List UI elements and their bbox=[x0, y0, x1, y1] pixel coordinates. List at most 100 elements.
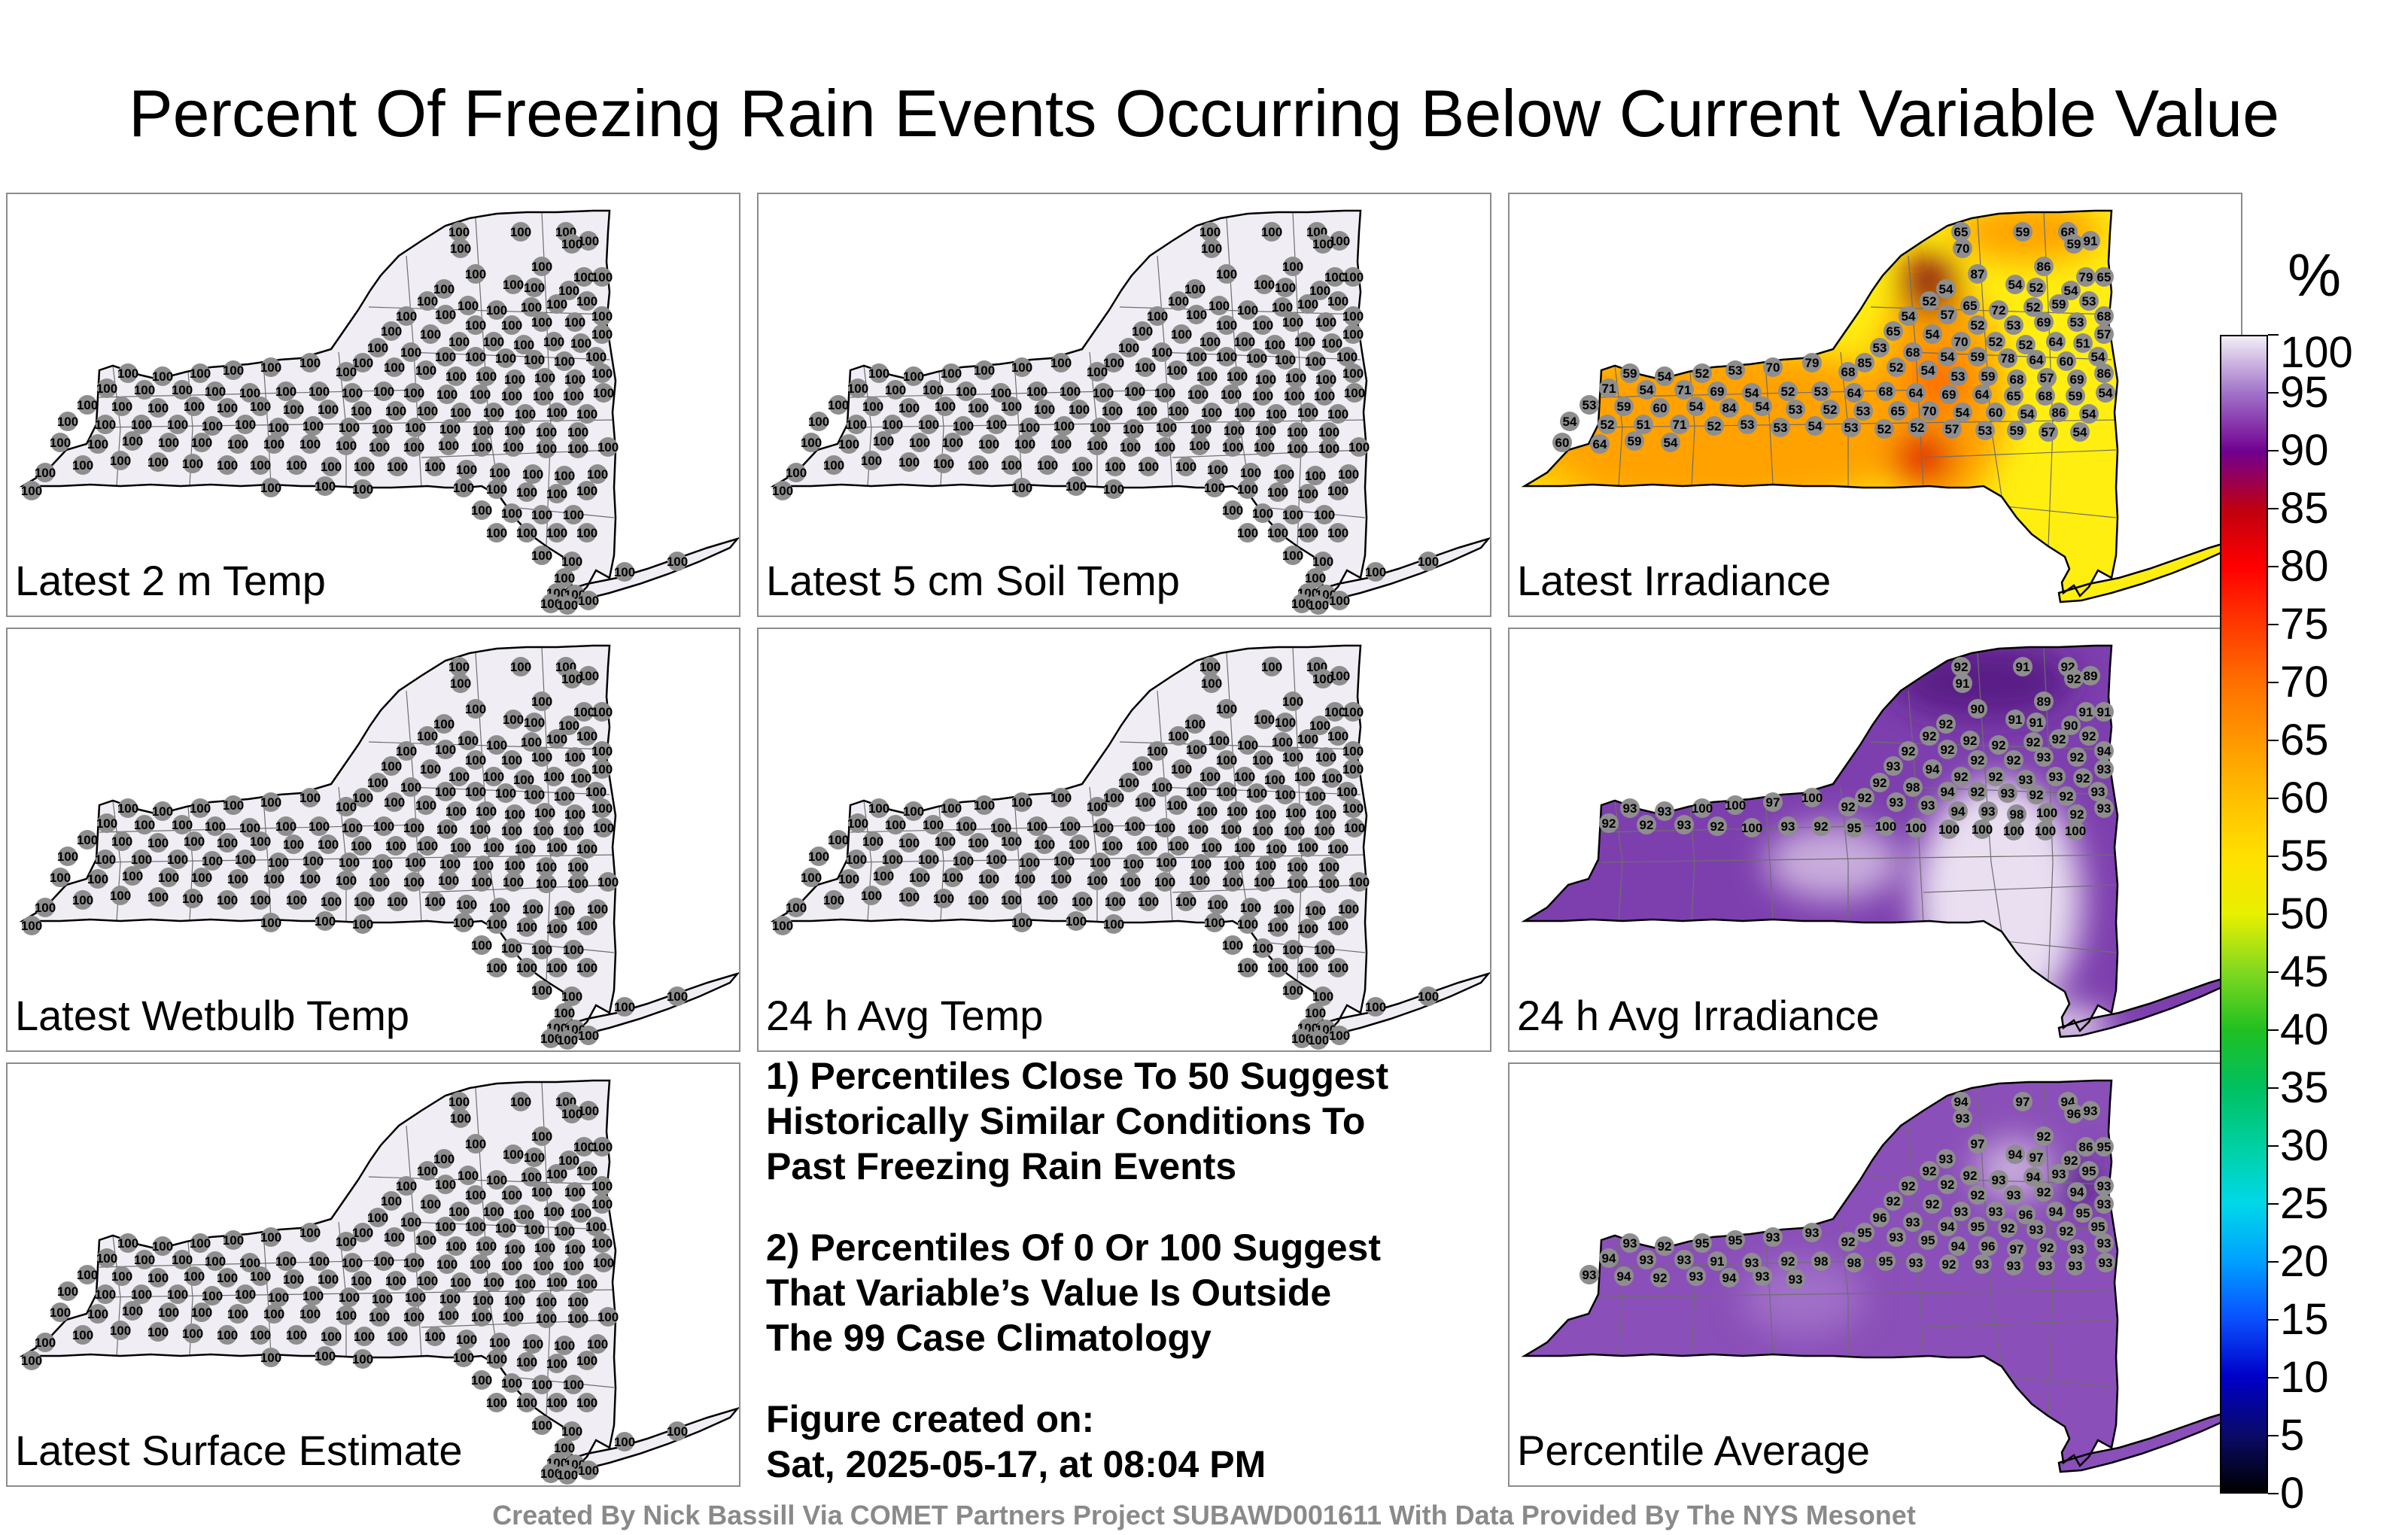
station-marker bbox=[1345, 818, 1364, 837]
station-value: 100 bbox=[1972, 822, 1993, 837]
station-marker bbox=[1906, 818, 1926, 837]
station-value: 100 bbox=[1255, 807, 1276, 822]
station-value: 100 bbox=[1154, 386, 1175, 400]
station-value: 100 bbox=[448, 225, 470, 239]
station-marker bbox=[1253, 938, 1272, 958]
station-marker bbox=[615, 997, 634, 1017]
station-value: 100 bbox=[385, 1274, 406, 1288]
station-marker bbox=[472, 500, 491, 520]
station-value: 100 bbox=[554, 571, 575, 585]
station-value: 100 bbox=[415, 798, 436, 813]
station-marker bbox=[667, 552, 687, 571]
station-marker bbox=[2096, 1253, 2115, 1272]
station-marker bbox=[565, 312, 585, 332]
station-marker bbox=[558, 595, 577, 615]
station-value: 92 bbox=[1926, 1197, 1940, 1211]
station-value: 100 bbox=[1001, 458, 1022, 473]
station-value: 100 bbox=[456, 898, 477, 912]
station-value: 100 bbox=[217, 1328, 238, 1342]
station-marker bbox=[78, 395, 97, 415]
station-value: 100 bbox=[933, 892, 954, 906]
station-marker bbox=[1598, 415, 1617, 434]
station-marker bbox=[1015, 434, 1035, 454]
station-marker bbox=[1285, 821, 1304, 840]
station-value: 100 bbox=[1123, 857, 1144, 871]
station-value: 100 bbox=[303, 419, 324, 433]
station-value: 100 bbox=[591, 762, 613, 777]
station-marker bbox=[979, 869, 999, 889]
station-value: 100 bbox=[250, 400, 271, 414]
station-marker bbox=[1674, 380, 1694, 400]
station-marker bbox=[1923, 324, 1942, 344]
station-value: 94 bbox=[1722, 1271, 1737, 1285]
station-marker bbox=[987, 415, 1006, 434]
station-value: 100 bbox=[576, 407, 597, 421]
colorbar-tick-label: 95 bbox=[2280, 368, 2329, 417]
station-value: 54 bbox=[2064, 284, 2078, 298]
station-value: 93 bbox=[2037, 750, 2051, 764]
station-marker bbox=[418, 1161, 437, 1181]
station-marker bbox=[1418, 552, 1438, 571]
station-marker bbox=[318, 1269, 338, 1289]
station-marker bbox=[1217, 699, 1236, 719]
station-marker bbox=[1620, 798, 1640, 818]
station-value: 100 bbox=[578, 1464, 599, 1478]
station-value: 89 bbox=[2084, 669, 2098, 683]
station-value: 54 bbox=[1563, 415, 1577, 429]
station-value: 92 bbox=[2037, 1129, 2051, 1144]
station-value: 100 bbox=[536, 877, 557, 891]
station-marker bbox=[251, 890, 270, 910]
station-value: 100 bbox=[990, 386, 1011, 400]
station-marker bbox=[503, 710, 523, 729]
station-marker bbox=[1939, 1254, 1959, 1274]
station-marker bbox=[1844, 1253, 1864, 1272]
station-value: 100 bbox=[546, 922, 567, 936]
station-marker bbox=[1298, 729, 1318, 749]
station-marker bbox=[1155, 437, 1175, 457]
station-marker bbox=[883, 415, 902, 434]
station-marker bbox=[96, 850, 115, 869]
station-marker bbox=[1169, 726, 1188, 746]
station-value: 100 bbox=[1151, 345, 1172, 360]
station-marker bbox=[535, 803, 555, 822]
station-value: 100 bbox=[942, 436, 963, 450]
station-marker bbox=[123, 866, 142, 886]
station-marker bbox=[1650, 398, 1670, 418]
station-value: 100 bbox=[1246, 786, 1267, 801]
station-value: 53 bbox=[1873, 341, 1887, 355]
station-marker bbox=[1811, 816, 1831, 836]
station-marker bbox=[1315, 505, 1334, 524]
station-marker bbox=[96, 1284, 115, 1304]
station-marker bbox=[2026, 713, 2046, 732]
station-value: 100 bbox=[268, 421, 289, 435]
station-marker bbox=[1253, 503, 1272, 523]
station-marker bbox=[1328, 291, 1348, 311]
station-value: 100 bbox=[597, 1310, 619, 1324]
station-value: 100 bbox=[1066, 914, 1087, 929]
station-marker bbox=[1972, 1254, 1992, 1274]
station-marker bbox=[416, 360, 436, 380]
station-marker bbox=[336, 436, 356, 455]
station-value: 100 bbox=[351, 839, 372, 853]
station-marker bbox=[112, 397, 132, 416]
station-marker bbox=[1918, 795, 1938, 815]
station-marker bbox=[436, 305, 455, 324]
station-marker bbox=[425, 1327, 445, 1346]
station-marker bbox=[2046, 767, 2066, 786]
station-value: 96 bbox=[2019, 1208, 2033, 1222]
station-marker bbox=[418, 836, 437, 856]
station-marker bbox=[1319, 439, 1339, 458]
station-marker bbox=[1027, 381, 1047, 401]
station-marker bbox=[202, 851, 222, 871]
station-marker bbox=[1325, 702, 1345, 722]
station-marker bbox=[1903, 1212, 1923, 1232]
station-value: 100 bbox=[318, 837, 339, 852]
station-marker bbox=[118, 798, 138, 818]
station-marker bbox=[2034, 747, 2054, 767]
station-marker bbox=[1936, 279, 1956, 299]
station-value: 69 bbox=[1942, 388, 1956, 402]
station-marker bbox=[579, 1461, 598, 1480]
station-value: 100 bbox=[1168, 404, 1189, 418]
station-marker bbox=[2004, 386, 2023, 406]
station-marker bbox=[1306, 1003, 1325, 1023]
